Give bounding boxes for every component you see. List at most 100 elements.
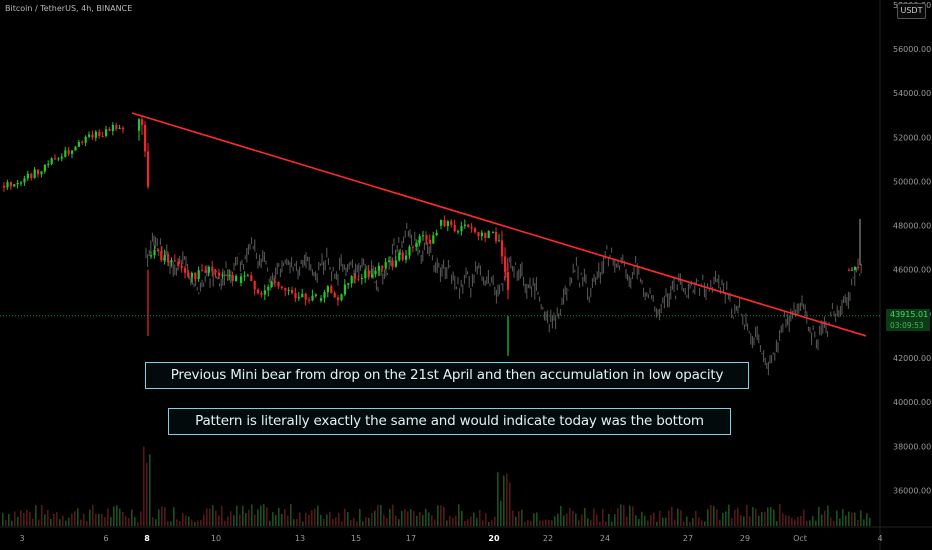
volume-bar (20, 510, 22, 526)
chop-d-candle (440, 220, 443, 226)
volume-bar (452, 517, 454, 526)
volume-bar (506, 473, 508, 526)
volume-bar (857, 519, 859, 526)
volume-bar (683, 521, 685, 526)
volume-bar (431, 515, 433, 526)
chop-b-candle (291, 289, 294, 294)
y-tick-label: 50000.00 (893, 177, 931, 186)
volume-bar (848, 511, 850, 526)
volume-bar (401, 510, 403, 526)
volume-bar (785, 515, 787, 526)
volume-bar (47, 509, 49, 526)
volume-bar (614, 514, 616, 526)
rally-candle (13, 184, 16, 187)
volume-bar (533, 513, 535, 526)
volume-bar (650, 515, 652, 526)
chop-c-candle (401, 252, 404, 260)
rally-candle (3, 185, 6, 188)
volume-bar (725, 511, 727, 526)
volume-bar (53, 513, 55, 526)
volume-bar (275, 514, 277, 526)
volume-bar (668, 510, 670, 526)
chop-c-candle (388, 260, 391, 262)
chop-c-candle (415, 243, 418, 247)
volume-bar (500, 500, 502, 526)
volume-bar (623, 505, 625, 526)
drop-candle (144, 124, 147, 152)
y-tick-label: 52000.00 (893, 133, 931, 142)
rally-candle (16, 182, 19, 185)
chop-a-candle (160, 251, 163, 261)
volume-bar (572, 510, 574, 526)
volume-bar (281, 514, 283, 526)
volume-bar (590, 520, 592, 526)
volume-bar (248, 509, 250, 526)
volume-bar (671, 506, 673, 526)
rally-candle (98, 131, 101, 137)
chop-c-candle (405, 255, 408, 260)
volume-bar (89, 509, 91, 526)
volume-bar (44, 514, 46, 526)
volume-bar (395, 515, 397, 526)
x-tick-label: 3 (19, 534, 24, 543)
volume-bar (302, 521, 304, 526)
annotation-note-2[interactable]: Pattern is literally exactly the same an… (168, 408, 731, 435)
volume-bar (368, 517, 370, 526)
chop-a-candle (211, 266, 214, 271)
volume-bar (200, 520, 202, 526)
chop-d-candle (460, 226, 463, 232)
volume-bar (803, 509, 805, 526)
volume-bar (788, 515, 790, 526)
chop-d-candle (467, 224, 470, 228)
y-tick-label: 54000.00 (893, 89, 931, 98)
volume-bar (56, 512, 58, 526)
rally-candle (67, 150, 70, 154)
volume-bar (587, 518, 589, 526)
rally-candle (122, 127, 125, 130)
volume-bar (806, 520, 808, 526)
annotation-note-1[interactable]: Previous Mini bear from drop on the 21st… (145, 362, 749, 389)
rally-candle (54, 158, 57, 160)
chop-c-candle (333, 292, 336, 298)
y-tick-label: 48000.00 (893, 222, 931, 231)
volume-bar (122, 512, 124, 526)
volume-bar (110, 517, 112, 526)
volume-bar (23, 513, 25, 526)
volume-bar (767, 507, 769, 526)
chop-d-candle (463, 224, 466, 227)
volume-bar (842, 509, 844, 526)
volume-bar (311, 510, 313, 526)
chop-b-candle (263, 290, 266, 295)
volume-bar (68, 517, 70, 526)
volume-bar (653, 512, 655, 526)
volume-bar (317, 505, 319, 526)
x-tick-label: 10 (211, 534, 221, 543)
x-tick-label: 13 (295, 534, 305, 543)
volume-bar (818, 506, 820, 526)
rally-candle (108, 129, 111, 132)
volume-bar (731, 517, 733, 526)
chop-c-candle (408, 246, 411, 256)
volume-bar (329, 511, 331, 526)
volume-bar (131, 509, 133, 526)
volume-bar (158, 509, 160, 526)
drop-2-candle (504, 256, 507, 272)
rally-candle (57, 158, 60, 160)
currency-selector[interactable]: USDT (897, 3, 926, 19)
volume-bar (515, 516, 517, 526)
volume-bar (140, 511, 142, 526)
chop-b-candle (284, 288, 287, 291)
volume-bar (740, 515, 742, 526)
volume-bar (425, 508, 427, 526)
volume-bar (236, 505, 238, 526)
chop-b-candle (257, 289, 260, 293)
volume-bar (245, 513, 247, 526)
volume-bar (782, 513, 784, 526)
chop-c-candle (374, 270, 377, 275)
volume-bar (869, 517, 871, 526)
volume-bar (374, 510, 376, 526)
volume-bar (830, 517, 832, 526)
volume-bar (407, 511, 409, 526)
volume-bar (167, 521, 169, 526)
